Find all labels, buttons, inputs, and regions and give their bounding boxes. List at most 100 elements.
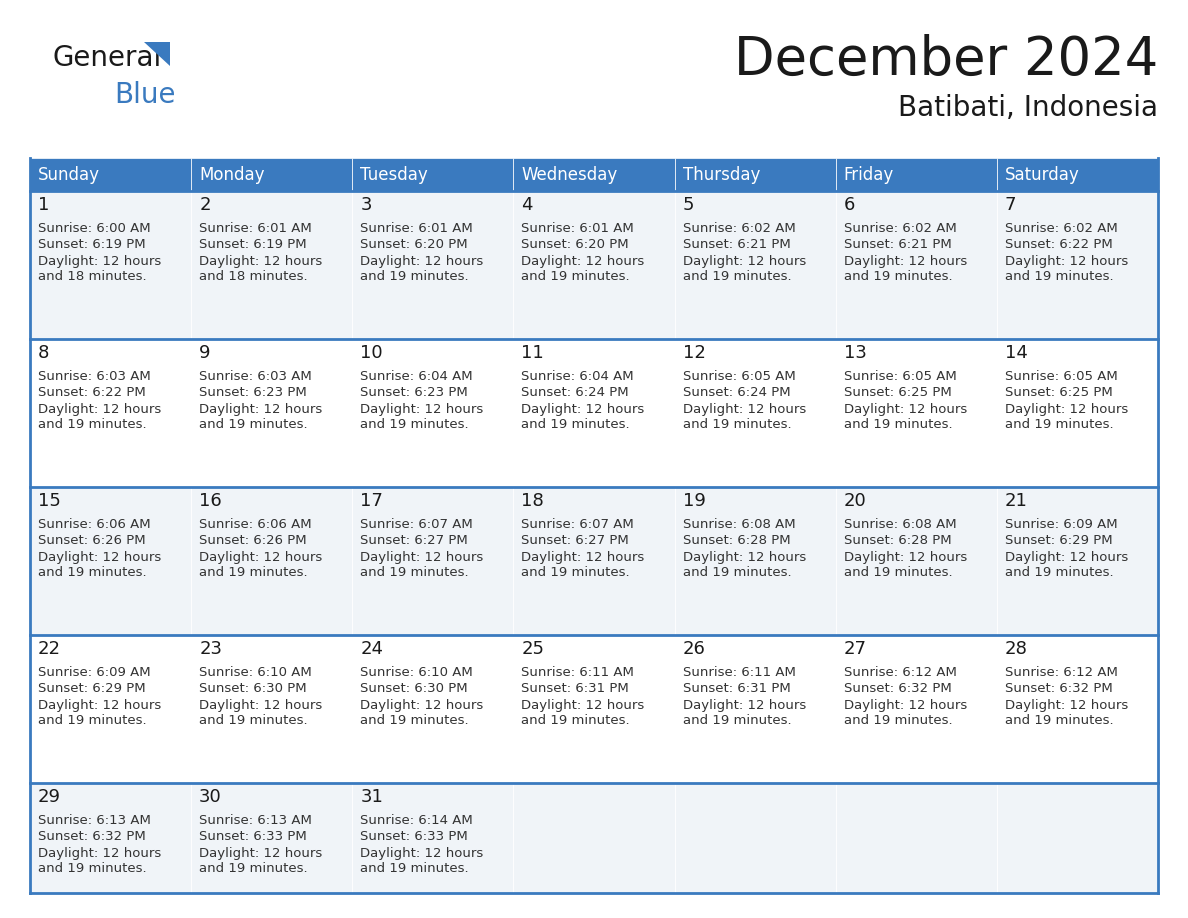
Text: Sunset: 6:27 PM: Sunset: 6:27 PM bbox=[360, 534, 468, 547]
Text: and 19 minutes.: and 19 minutes. bbox=[522, 714, 630, 727]
Text: December 2024: December 2024 bbox=[734, 34, 1158, 86]
Text: and 18 minutes.: and 18 minutes. bbox=[200, 271, 308, 284]
Text: Daylight: 12 hours: Daylight: 12 hours bbox=[360, 254, 484, 267]
Text: and 19 minutes.: and 19 minutes. bbox=[200, 714, 308, 727]
Text: Daylight: 12 hours: Daylight: 12 hours bbox=[683, 551, 805, 564]
Text: 21: 21 bbox=[1005, 492, 1028, 510]
Text: Daylight: 12 hours: Daylight: 12 hours bbox=[360, 551, 484, 564]
Text: Daylight: 12 hours: Daylight: 12 hours bbox=[522, 254, 645, 267]
Text: Daylight: 12 hours: Daylight: 12 hours bbox=[200, 402, 322, 416]
Bar bbox=[997, 783, 1158, 893]
Text: Daylight: 12 hours: Daylight: 12 hours bbox=[38, 699, 162, 711]
Text: Daylight: 12 hours: Daylight: 12 hours bbox=[38, 846, 162, 859]
Text: 7: 7 bbox=[1005, 196, 1017, 214]
Bar bbox=[353, 339, 513, 487]
Text: Sunrise: 6:14 AM: Sunrise: 6:14 AM bbox=[360, 814, 473, 827]
Text: Daylight: 12 hours: Daylight: 12 hours bbox=[522, 551, 645, 564]
Text: Sunrise: 6:02 AM: Sunrise: 6:02 AM bbox=[843, 222, 956, 236]
Text: Sunset: 6:32 PM: Sunset: 6:32 PM bbox=[843, 682, 952, 696]
Bar bbox=[675, 339, 835, 487]
Text: and 19 minutes.: and 19 minutes. bbox=[38, 419, 146, 431]
Polygon shape bbox=[144, 42, 170, 66]
Text: Sunset: 6:25 PM: Sunset: 6:25 PM bbox=[1005, 386, 1113, 399]
Text: and 19 minutes.: and 19 minutes. bbox=[38, 714, 146, 727]
Text: and 19 minutes.: and 19 minutes. bbox=[683, 566, 791, 579]
Bar bbox=[997, 487, 1158, 635]
Text: 18: 18 bbox=[522, 492, 544, 510]
Text: and 19 minutes.: and 19 minutes. bbox=[38, 863, 146, 876]
Text: Sunset: 6:23 PM: Sunset: 6:23 PM bbox=[200, 386, 307, 399]
Text: Sunrise: 6:11 AM: Sunrise: 6:11 AM bbox=[522, 666, 634, 679]
Bar bbox=[30, 635, 191, 783]
Text: Friday: Friday bbox=[843, 165, 893, 184]
Text: 22: 22 bbox=[38, 640, 61, 658]
Text: Daylight: 12 hours: Daylight: 12 hours bbox=[683, 402, 805, 416]
Text: Daylight: 12 hours: Daylight: 12 hours bbox=[200, 254, 322, 267]
Text: Sunset: 6:21 PM: Sunset: 6:21 PM bbox=[683, 239, 790, 252]
Text: Sunrise: 6:08 AM: Sunrise: 6:08 AM bbox=[843, 519, 956, 532]
Text: and 19 minutes.: and 19 minutes. bbox=[522, 566, 630, 579]
Text: Sunset: 6:21 PM: Sunset: 6:21 PM bbox=[843, 239, 952, 252]
Text: Sunrise: 6:05 AM: Sunrise: 6:05 AM bbox=[843, 371, 956, 384]
Text: Sunset: 6:28 PM: Sunset: 6:28 PM bbox=[843, 534, 952, 547]
Text: Sunset: 6:29 PM: Sunset: 6:29 PM bbox=[1005, 534, 1112, 547]
Text: and 19 minutes.: and 19 minutes. bbox=[1005, 271, 1113, 284]
Text: Sunrise: 6:01 AM: Sunrise: 6:01 AM bbox=[200, 222, 312, 236]
Text: Sunrise: 6:02 AM: Sunrise: 6:02 AM bbox=[683, 222, 795, 236]
Bar bbox=[191, 158, 353, 191]
Bar bbox=[513, 191, 675, 339]
Text: Sunrise: 6:04 AM: Sunrise: 6:04 AM bbox=[522, 371, 634, 384]
Bar bbox=[675, 783, 835, 893]
Text: Sunrise: 6:00 AM: Sunrise: 6:00 AM bbox=[38, 222, 151, 236]
Bar bbox=[353, 783, 513, 893]
Bar bbox=[997, 339, 1158, 487]
Text: Sunset: 6:25 PM: Sunset: 6:25 PM bbox=[843, 386, 952, 399]
Text: Tuesday: Tuesday bbox=[360, 165, 428, 184]
Text: 23: 23 bbox=[200, 640, 222, 658]
Text: 28: 28 bbox=[1005, 640, 1028, 658]
Text: Daylight: 12 hours: Daylight: 12 hours bbox=[843, 551, 967, 564]
Text: Sunset: 6:26 PM: Sunset: 6:26 PM bbox=[200, 534, 307, 547]
Text: and 19 minutes.: and 19 minutes. bbox=[1005, 566, 1113, 579]
Text: 15: 15 bbox=[38, 492, 61, 510]
Text: Batibati, Indonesia: Batibati, Indonesia bbox=[898, 94, 1158, 122]
Bar bbox=[835, 783, 997, 893]
Text: and 19 minutes.: and 19 minutes. bbox=[200, 419, 308, 431]
Text: 29: 29 bbox=[38, 788, 61, 806]
Text: and 19 minutes.: and 19 minutes. bbox=[683, 714, 791, 727]
Text: Sunrise: 6:05 AM: Sunrise: 6:05 AM bbox=[1005, 371, 1118, 384]
Bar bbox=[835, 635, 997, 783]
Bar bbox=[513, 783, 675, 893]
Text: Daylight: 12 hours: Daylight: 12 hours bbox=[1005, 551, 1129, 564]
Text: Sunset: 6:32 PM: Sunset: 6:32 PM bbox=[1005, 682, 1113, 696]
Text: and 19 minutes.: and 19 minutes. bbox=[683, 271, 791, 284]
Text: and 19 minutes.: and 19 minutes. bbox=[200, 566, 308, 579]
Text: Sunrise: 6:12 AM: Sunrise: 6:12 AM bbox=[843, 666, 956, 679]
Text: Sunset: 6:19 PM: Sunset: 6:19 PM bbox=[38, 239, 146, 252]
Bar bbox=[513, 635, 675, 783]
Text: Sunrise: 6:01 AM: Sunrise: 6:01 AM bbox=[360, 222, 473, 236]
Text: 20: 20 bbox=[843, 492, 866, 510]
Text: Daylight: 12 hours: Daylight: 12 hours bbox=[360, 699, 484, 711]
Text: Sunset: 6:20 PM: Sunset: 6:20 PM bbox=[522, 239, 630, 252]
Text: Sunrise: 6:13 AM: Sunrise: 6:13 AM bbox=[38, 814, 151, 827]
Text: Daylight: 12 hours: Daylight: 12 hours bbox=[200, 551, 322, 564]
Text: Daylight: 12 hours: Daylight: 12 hours bbox=[843, 254, 967, 267]
Bar bbox=[191, 487, 353, 635]
Text: Saturday: Saturday bbox=[1005, 165, 1080, 184]
Text: 30: 30 bbox=[200, 788, 222, 806]
Text: Daylight: 12 hours: Daylight: 12 hours bbox=[843, 402, 967, 416]
Text: Daylight: 12 hours: Daylight: 12 hours bbox=[522, 402, 645, 416]
Text: Sunset: 6:23 PM: Sunset: 6:23 PM bbox=[360, 386, 468, 399]
Bar bbox=[997, 158, 1158, 191]
Text: Sunrise: 6:03 AM: Sunrise: 6:03 AM bbox=[200, 371, 312, 384]
Bar bbox=[835, 158, 997, 191]
Bar bbox=[353, 191, 513, 339]
Text: 24: 24 bbox=[360, 640, 384, 658]
Text: Sunrise: 6:13 AM: Sunrise: 6:13 AM bbox=[200, 814, 312, 827]
Text: Daylight: 12 hours: Daylight: 12 hours bbox=[200, 699, 322, 711]
Bar bbox=[513, 158, 675, 191]
Text: 14: 14 bbox=[1005, 344, 1028, 362]
Text: Blue: Blue bbox=[114, 81, 176, 109]
Text: Sunset: 6:28 PM: Sunset: 6:28 PM bbox=[683, 534, 790, 547]
